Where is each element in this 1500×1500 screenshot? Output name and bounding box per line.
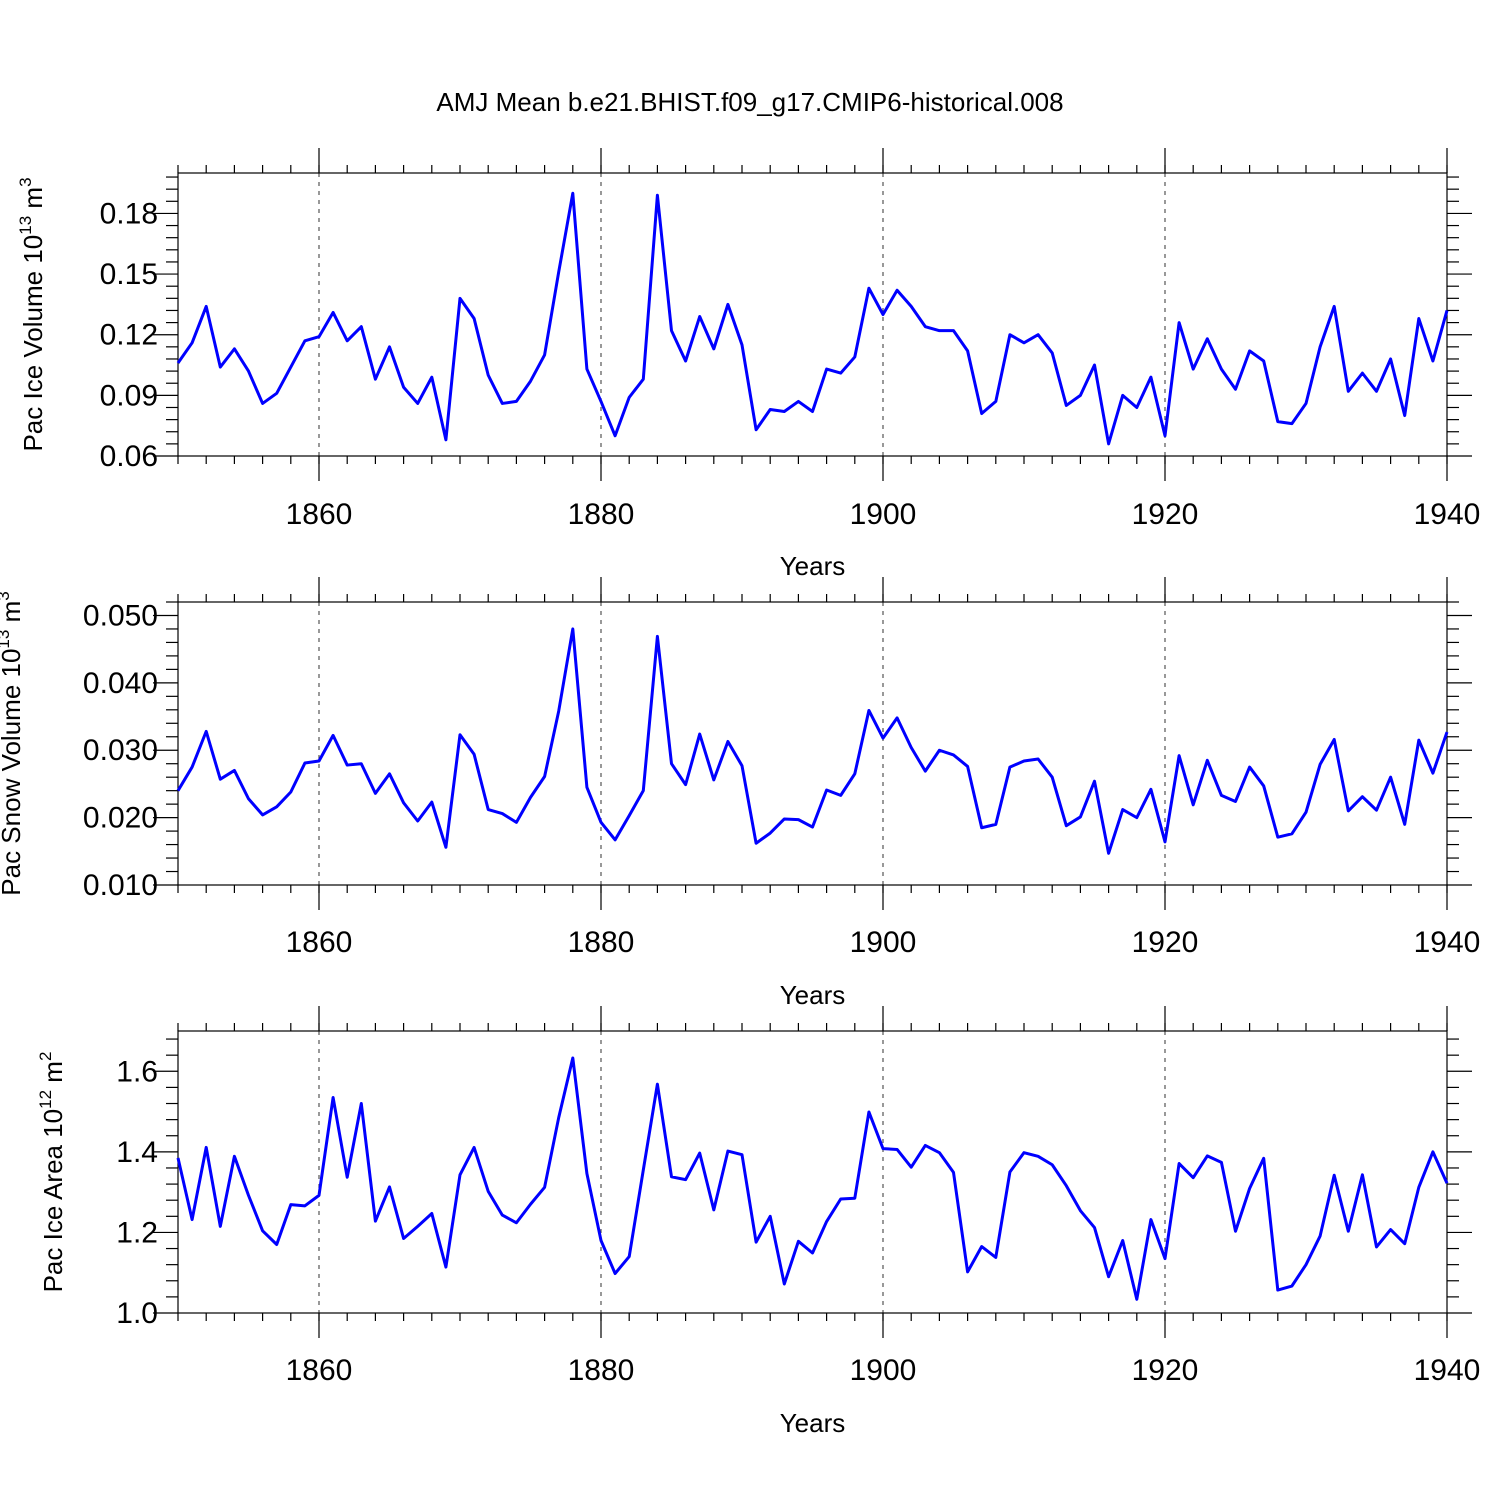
x-tick-label-snow-volume-1900: 1900 <box>850 926 917 959</box>
y-tick-label-ice-volume-4: 0.18 <box>100 197 158 230</box>
x-tick-label-ice-volume-1900: 1900 <box>850 498 917 531</box>
y-tick-label-snow-volume-3: 0.040 <box>83 667 158 700</box>
y-tick-label-ice-area-0: 1.0 <box>116 1297 158 1330</box>
x-tick-label-ice-volume-1860: 1860 <box>286 498 353 531</box>
series-line-ice-area <box>176 1056 1449 1301</box>
y-tick-label-ice-volume-0: 0.06 <box>100 440 158 473</box>
x-axis-label-ice-area: Years <box>780 1408 846 1438</box>
x-axis-label-ice-volume: Years <box>780 551 846 581</box>
y-tick-label-ice-area-2: 1.4 <box>116 1136 158 1169</box>
y-axis-label-part: Pac Ice Area 10 <box>38 1109 68 1293</box>
y-axis-label-ice-area: Pac Ice Area 1012 m2 <box>36 1052 68 1293</box>
y-tick-label-snow-volume-0: 0.010 <box>83 869 158 902</box>
plot-frame-ice-volume <box>177 172 1448 457</box>
x-tick-label-ice-volume-1920: 1920 <box>1132 498 1199 531</box>
y-tick-label-snow-volume-4: 0.050 <box>83 599 158 632</box>
y-axis-label-part: 2 <box>36 1052 55 1061</box>
y-axis-label-part: m <box>38 1061 68 1090</box>
y-tick-label-snow-volume-1: 0.020 <box>83 802 158 835</box>
y-axis-label-part: 3 <box>0 591 13 600</box>
y-axis-label-part: m <box>0 601 26 630</box>
panel-ice-volume: 1860 1880 1900 1920 1940 0.06 0.09 0.12 0.15 0.18… <box>16 148 1480 581</box>
x-tick-label-ice-area-1940: 1940 <box>1414 1354 1481 1387</box>
x-tick-label-ice-area-1880: 1880 <box>568 1354 635 1387</box>
x-tick-label-snow-volume-1940: 1940 <box>1414 926 1481 959</box>
x-tick-label-ice-volume-1880: 1880 <box>568 498 635 531</box>
y-tick-label-ice-volume-3: 0.15 <box>100 258 158 291</box>
x-tick-label-snow-volume-1920: 1920 <box>1132 926 1199 959</box>
plot-frame-snow-volume <box>177 601 1448 886</box>
y-axis-label-part: 13 <box>16 216 35 235</box>
y-axis-label-part: 3 <box>16 177 35 186</box>
y-tick-label-snow-volume-2: 0.030 <box>83 734 158 767</box>
series-line-ice-volume <box>176 191 1449 446</box>
x-tick-label-ice-volume-1940: 1940 <box>1414 498 1481 531</box>
x-tick-label-ice-area-1860: 1860 <box>286 1354 353 1387</box>
x-tick-label-ice-area-1900: 1900 <box>850 1354 917 1387</box>
series-line-snow-volume <box>176 627 1449 855</box>
y-axis-label-part: 12 <box>36 1090 55 1109</box>
y-axis-label-snow-volume: Pac Snow Volume 1013 m3 <box>0 591 26 895</box>
x-axis-label-snow-volume: Years <box>780 980 846 1010</box>
y-tick-label-ice-volume-2: 0.12 <box>100 319 158 352</box>
x-tick-label-snow-volume-1880: 1880 <box>568 926 635 959</box>
chart-title: AMJ Mean b.e21.BHIST.f09_g17.CMIP6-histo… <box>436 87 1063 117</box>
y-axis-label-ice-volume: Pac Ice Volume 1013 m3 <box>16 177 48 451</box>
y-tick-label-ice-area-1: 1.2 <box>116 1216 158 1249</box>
y-axis-label-part: m <box>18 187 48 216</box>
x-tick-label-snow-volume-1860: 1860 <box>286 926 353 959</box>
panel-ice-area: 1860 1880 1900 1920 1940 1.0 1.2 1.4 1.6 Years Pac… <box>36 1006 1480 1438</box>
chart-panels: 1860 1880 1900 1920 1940 0.06 0.09 0.12 0.15 0.18… <box>0 148 1480 1438</box>
y-tick-label-ice-area-3: 1.6 <box>116 1055 158 1088</box>
y-axis-label-part: Pac Ice Volume 10 <box>18 235 48 452</box>
y-axis-label-part: Pac Snow Volume 10 <box>0 649 26 896</box>
panel-snow-volume: 1860 1880 1900 1920 1940 0.010 0.020 0.030 0.040… <box>0 577 1480 1010</box>
x-tick-label-ice-area-1920: 1920 <box>1132 1354 1199 1387</box>
plot-frame-ice-area <box>177 1030 1448 1314</box>
y-axis-label-part: 13 <box>0 630 13 649</box>
y-tick-label-ice-volume-1: 0.09 <box>100 379 158 412</box>
